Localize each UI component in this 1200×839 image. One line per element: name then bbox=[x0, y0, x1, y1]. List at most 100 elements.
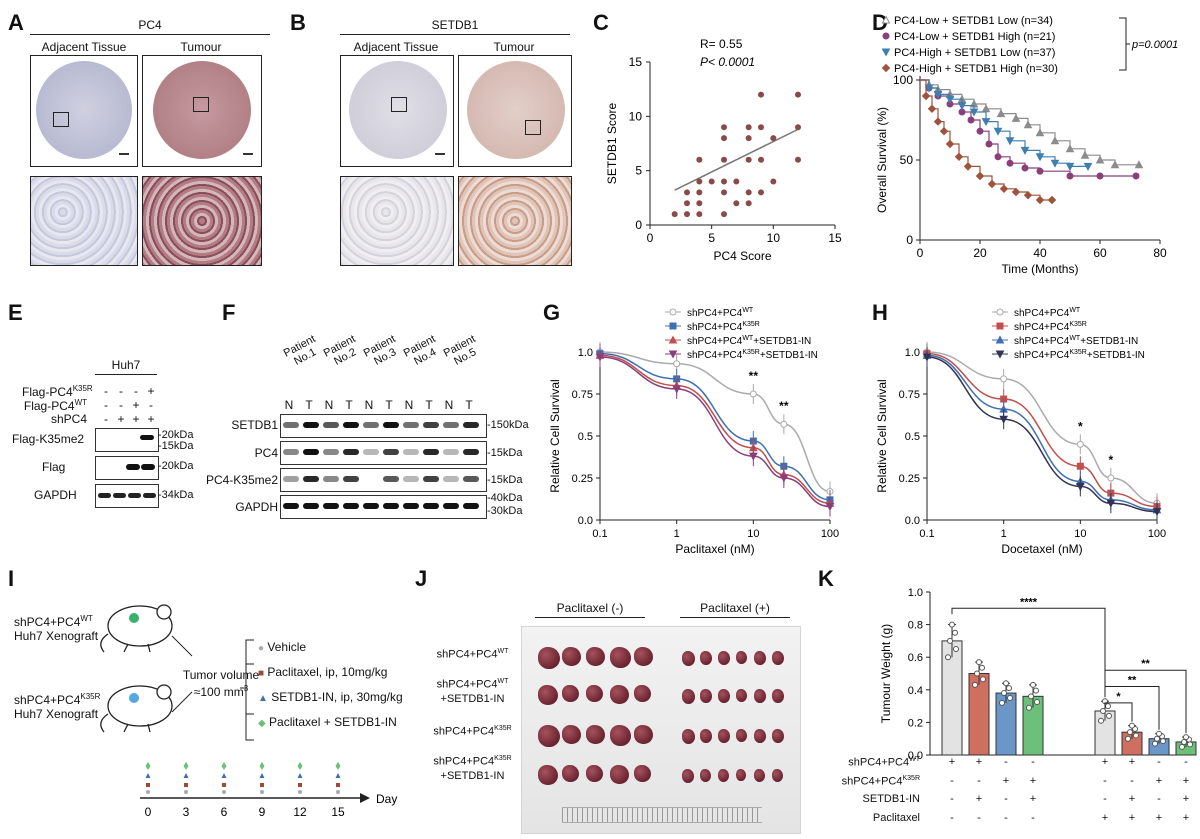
k-dot bbox=[1034, 699, 1040, 706]
c-point bbox=[745, 156, 752, 163]
k-dot bbox=[1183, 734, 1189, 741]
k-sign: - bbox=[1004, 756, 1008, 768]
d-censor-mark bbox=[1023, 120, 1033, 129]
k-row-label: SETDB1-IN bbox=[862, 793, 920, 805]
k-sign: + bbox=[1155, 775, 1163, 787]
k-sign: + bbox=[1182, 812, 1190, 824]
k-dot bbox=[945, 654, 951, 661]
j-row-label: shPC4+PC4K35R bbox=[433, 725, 512, 738]
d-censor-mark bbox=[1047, 195, 1057, 205]
d-censor-mark bbox=[976, 127, 984, 135]
mouse-icon bbox=[100, 604, 173, 653]
panel-label-d: D bbox=[872, 10, 888, 35]
j-tumor bbox=[736, 729, 747, 742]
panel-label-f: F bbox=[222, 300, 236, 325]
i-treatment: ■ Paclitaxel, ip, 10mg/kg bbox=[258, 665, 388, 679]
d-censor-mark bbox=[1023, 190, 1033, 200]
k-dot bbox=[1098, 717, 1104, 724]
d-series-line bbox=[920, 79, 1088, 167]
mouse-icon bbox=[100, 684, 173, 733]
d-xtick: 60 bbox=[1093, 246, 1107, 260]
g-legend-marker bbox=[668, 335, 678, 344]
d-censor-mark bbox=[1035, 195, 1045, 205]
j-pos-label: Paclitaxel (+) bbox=[700, 601, 770, 615]
k-sign: - bbox=[1130, 775, 1134, 787]
g-legend-marker bbox=[668, 350, 678, 359]
c-ytick: 0 bbox=[635, 218, 642, 232]
j-tumor bbox=[610, 765, 629, 784]
k-sign: + bbox=[975, 793, 983, 805]
d-legend-entry: PC4-Low + SETDB1 High (n=21) bbox=[894, 31, 1055, 43]
c-point bbox=[721, 178, 727, 185]
e-sign: - bbox=[104, 398, 108, 412]
c-xtick: 15 bbox=[828, 231, 842, 245]
c-point bbox=[684, 200, 690, 207]
d-censor-mark bbox=[1134, 160, 1144, 169]
i-day-label: Day bbox=[376, 792, 397, 806]
j-tumor bbox=[736, 651, 747, 664]
j-tumor bbox=[772, 729, 784, 743]
j-tumor bbox=[700, 769, 711, 782]
e-row-flag-wt: Flag-PC4WT bbox=[23, 398, 87, 413]
d-censor-mark bbox=[921, 91, 931, 101]
f-lane-label: T bbox=[425, 398, 433, 412]
d-censor-mark bbox=[933, 117, 943, 126]
tissue-core-tumor bbox=[153, 61, 251, 159]
i-group2-label: shPC4+PC4K35R Huh7 Xenograft bbox=[14, 692, 101, 721]
e-marker-4: -34kDa bbox=[158, 489, 194, 501]
k-dot bbox=[1028, 693, 1034, 700]
k-dot bbox=[947, 637, 953, 644]
g-xlabel: Paclitaxel (nM) bbox=[675, 542, 754, 556]
k-dot bbox=[1156, 730, 1162, 737]
d-censor-mark bbox=[945, 139, 955, 149]
f-lane-label: N bbox=[324, 398, 334, 412]
d-censor-mark bbox=[1005, 137, 1015, 146]
c-point bbox=[721, 124, 727, 131]
k-dot bbox=[1152, 740, 1158, 747]
k-dot bbox=[974, 670, 980, 677]
c-point bbox=[745, 200, 752, 207]
j-tumor bbox=[772, 689, 784, 703]
j-tumor bbox=[682, 729, 695, 744]
e-marker-2: -15kDa bbox=[158, 440, 194, 452]
g-legend-marker bbox=[669, 322, 677, 330]
h-sig: * bbox=[1109, 453, 1114, 467]
d-censor-mark bbox=[1050, 159, 1060, 168]
d-censor-mark bbox=[1011, 187, 1021, 197]
j-tumor bbox=[736, 769, 746, 781]
j-tumor bbox=[634, 725, 653, 744]
f-lane-label: T bbox=[305, 398, 313, 412]
panel-a-right-label: Tumour bbox=[180, 40, 222, 54]
k-sign: - bbox=[977, 775, 981, 787]
i-treatment-icon: ● bbox=[258, 643, 265, 654]
c-point bbox=[721, 135, 727, 142]
i-timeline: Day 0 3 6 9 12 15 bbox=[140, 762, 397, 819]
k-dot bbox=[1100, 707, 1106, 714]
g-ytick: 0.75 bbox=[572, 389, 593, 401]
c-point bbox=[696, 189, 703, 196]
h-xtick: 0.1 bbox=[919, 528, 934, 540]
c-xtick: 10 bbox=[767, 231, 781, 245]
h-legend-marker bbox=[996, 322, 1004, 330]
c-xtick: 0 bbox=[647, 231, 654, 245]
c-point bbox=[721, 156, 727, 163]
j-tumor bbox=[754, 769, 765, 782]
c-point bbox=[721, 189, 727, 196]
k-sign: + bbox=[1029, 793, 1037, 805]
k-ytick: 0.6 bbox=[908, 652, 923, 664]
c-point bbox=[758, 91, 764, 98]
d-legend-marker bbox=[881, 48, 891, 57]
d-censor-mark bbox=[924, 84, 934, 93]
f-marker-2: -15kDa bbox=[487, 447, 523, 459]
d-censor-mark bbox=[1095, 155, 1105, 164]
k-sign: + bbox=[1155, 812, 1163, 824]
d-ylabel: Overall Survival (%) bbox=[875, 107, 889, 213]
j-tumor bbox=[586, 647, 605, 666]
panel-label-e: E bbox=[8, 300, 23, 325]
k-sign: + bbox=[975, 756, 983, 768]
d-censor-mark bbox=[975, 171, 985, 181]
j-tumor bbox=[772, 651, 784, 665]
k-sig-bracket bbox=[951, 607, 1106, 698]
k-sign: + bbox=[1182, 775, 1190, 787]
h-ytick: 0.75 bbox=[899, 389, 920, 401]
